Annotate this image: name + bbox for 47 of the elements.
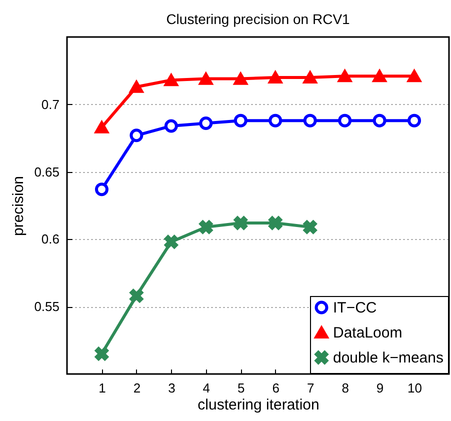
- y-tick-label: 0.65: [34, 164, 60, 180]
- point: [130, 289, 144, 303]
- y-tick-label: 0.7: [41, 96, 60, 112]
- point: [268, 71, 282, 84]
- point: [268, 216, 282, 230]
- x-axis-title: clustering iteration: [198, 396, 320, 414]
- legend-label: DataLoom: [333, 324, 402, 342]
- chart-title: Clustering precision on RCV1: [166, 11, 350, 27]
- x-tick-label: 4: [202, 380, 210, 396]
- point: [94, 347, 108, 361]
- point: [234, 114, 248, 128]
- x-tick-label: 10: [408, 380, 422, 396]
- point: [94, 182, 108, 196]
- point: [234, 216, 248, 230]
- point: [408, 114, 422, 128]
- y-tick-label: 0.6: [41, 232, 60, 247]
- x-tick-label: 6: [272, 380, 280, 396]
- y-axis-title: precision: [10, 176, 28, 236]
- point: [268, 114, 282, 128]
- point: [164, 74, 178, 86]
- x-tick-label: 5: [238, 380, 245, 396]
- point: [164, 235, 178, 249]
- x-tick-label: 3: [168, 380, 176, 396]
- point: [199, 72, 213, 85]
- x-tick-label: 7: [306, 380, 314, 396]
- point: [199, 220, 213, 234]
- point: [303, 71, 317, 84]
- x-tick-label: 8: [342, 380, 349, 396]
- x-tick-label: 2: [133, 380, 141, 396]
- point: [303, 220, 317, 234]
- point: [130, 128, 144, 142]
- point: [372, 70, 386, 82]
- point: [338, 70, 352, 82]
- legend-label: IT−CC: [333, 300, 377, 316]
- point: [94, 121, 108, 134]
- point: [303, 114, 317, 128]
- x-tick-label: 9: [376, 380, 384, 396]
- point: [338, 114, 352, 128]
- point: [130, 80, 144, 93]
- legend-label: double k−means: [333, 350, 444, 366]
- point: [199, 116, 213, 130]
- point: [372, 114, 386, 128]
- y-tick-label: 0.55: [34, 299, 60, 314]
- x-tick-label: 1: [98, 380, 106, 396]
- point: [164, 119, 178, 133]
- point: [234, 72, 248, 85]
- point: [408, 70, 422, 82]
